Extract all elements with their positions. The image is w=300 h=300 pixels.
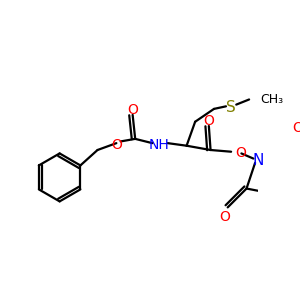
Text: NH: NH xyxy=(149,138,170,152)
Text: O: O xyxy=(292,121,300,134)
Text: O: O xyxy=(220,210,231,224)
Text: N: N xyxy=(253,153,264,168)
Text: CH₃: CH₃ xyxy=(260,93,284,106)
Text: O: O xyxy=(203,114,214,128)
Text: O: O xyxy=(236,146,246,160)
Text: O: O xyxy=(111,138,122,152)
Text: S: S xyxy=(226,100,236,115)
Text: O: O xyxy=(127,103,138,116)
